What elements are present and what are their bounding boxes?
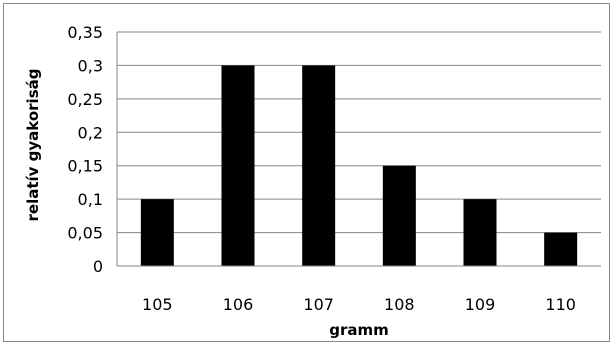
x-axis-title: gramm	[329, 321, 389, 339]
y-tick-label: 0,25	[67, 90, 103, 109]
y-tick-label: 0,15	[67, 157, 103, 176]
y-tick-label: 0,2	[78, 123, 103, 142]
axes	[116, 32, 601, 267]
y-tick-label: 0,3	[78, 56, 103, 75]
x-tick-label: 105	[142, 295, 173, 314]
gridlines	[117, 31, 601, 234]
y-axis-title: relatív gyakoriság	[24, 69, 42, 222]
x-tick-label: 108	[384, 295, 415, 314]
x-tick-label: 110	[545, 295, 576, 314]
bar	[302, 65, 336, 266]
bar	[382, 165, 416, 266]
bar	[140, 199, 174, 266]
y-tick-label: 0,35	[67, 23, 103, 42]
x-tick-labels: 105 106 107 108 109 110	[142, 295, 576, 314]
y-tick-label: 0,1	[78, 190, 103, 209]
x-tick-label: 109	[465, 295, 496, 314]
bar	[463, 199, 497, 266]
x-tick-label: 106	[223, 295, 254, 314]
y-tick-labels: 0 0,05 0,1 0,15 0,2 0,25 0,3 0,35	[67, 23, 103, 276]
y-tick-label: 0,05	[67, 224, 103, 243]
bar	[221, 65, 255, 266]
bar	[544, 232, 578, 266]
y-tick-label: 0	[93, 257, 103, 276]
x-tick-label: 107	[303, 295, 334, 314]
bars	[140, 65, 578, 266]
